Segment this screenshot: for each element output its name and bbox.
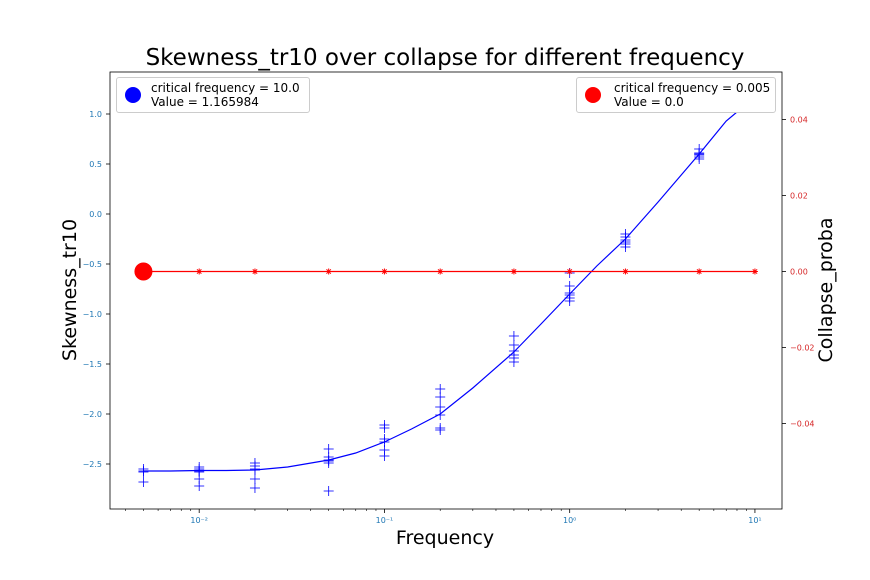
y-tick-label: −2.5 bbox=[83, 460, 102, 469]
legend-left: critical frequency = 10.0 Value = 1.1659… bbox=[116, 77, 310, 113]
star-marker bbox=[696, 268, 703, 275]
y-right-tick-label: 0.00 bbox=[790, 268, 808, 277]
plus-marker bbox=[138, 477, 149, 487]
legend-right-line2: Value = 0.0 bbox=[614, 95, 684, 109]
x-tick-label: 10¹ bbox=[748, 516, 761, 525]
x-tick-label: 10⁻² bbox=[190, 516, 208, 525]
star-marker bbox=[381, 268, 388, 275]
y-tick-label: −1.0 bbox=[83, 310, 102, 319]
plus-marker bbox=[379, 423, 390, 433]
plus-marker bbox=[435, 410, 446, 420]
y-tick-label: −0.5 bbox=[83, 260, 102, 269]
y-right-tick-label: −0.02 bbox=[790, 344, 815, 353]
plus-marker bbox=[508, 331, 519, 341]
plus-marker bbox=[249, 474, 260, 484]
star-marker bbox=[510, 268, 517, 275]
series-line-1 bbox=[143, 96, 756, 472]
plot-frame bbox=[109, 71, 783, 510]
legend-marker-red-icon bbox=[585, 87, 601, 103]
star-marker bbox=[437, 268, 444, 275]
y-tick-label: −2.0 bbox=[83, 410, 102, 419]
legend-right-line1: critical frequency = 0.005 bbox=[614, 81, 771, 95]
plus-marker bbox=[323, 486, 334, 496]
legend-left-line2: Value = 1.165984 bbox=[151, 95, 259, 109]
star-marker bbox=[325, 268, 332, 275]
star-marker bbox=[622, 268, 629, 275]
legend-right: critical frequency = 0.005 Value = 0.0 bbox=[576, 77, 776, 113]
legend-left-line1: critical frequency = 10.0 bbox=[151, 81, 300, 95]
plus-marker bbox=[379, 451, 390, 461]
x-axis-label: Frequency bbox=[396, 527, 494, 549]
x-tick-label: 10⁻¹ bbox=[376, 516, 394, 525]
plus-marker bbox=[249, 483, 260, 493]
y-tick-label: 0.5 bbox=[89, 160, 102, 169]
star-marker bbox=[251, 268, 258, 275]
plus-marker bbox=[194, 481, 205, 491]
y-right-tick-label: 0.02 bbox=[790, 192, 808, 201]
y-right-tick-label: −0.04 bbox=[790, 420, 815, 429]
plus-marker bbox=[694, 154, 705, 164]
star-marker bbox=[196, 268, 203, 275]
y-tick-label: 0.0 bbox=[89, 210, 102, 219]
plus-marker bbox=[508, 357, 519, 367]
chart-title: Skewness_tr10 over collapse for differen… bbox=[146, 45, 745, 71]
x-tick-label: 10⁰ bbox=[563, 516, 576, 525]
y-axis-right-label: Collapse_proba bbox=[815, 217, 837, 362]
plus-marker bbox=[435, 425, 446, 435]
y-axis-label: Skewness_tr10 bbox=[59, 219, 81, 361]
y-tick-label: −1.5 bbox=[83, 360, 102, 369]
y-right-tick-label: 0.04 bbox=[790, 116, 808, 125]
star-marker bbox=[566, 268, 573, 275]
y-tick-label: 1.0 bbox=[89, 110, 102, 119]
critical-point-1 bbox=[134, 262, 153, 281]
plus-marker bbox=[564, 296, 575, 306]
plus-marker bbox=[138, 467, 149, 477]
plus-marker bbox=[620, 242, 631, 252]
plus-marker bbox=[435, 392, 446, 402]
star-marker bbox=[751, 268, 758, 275]
legend-marker-blue-icon bbox=[125, 87, 141, 103]
